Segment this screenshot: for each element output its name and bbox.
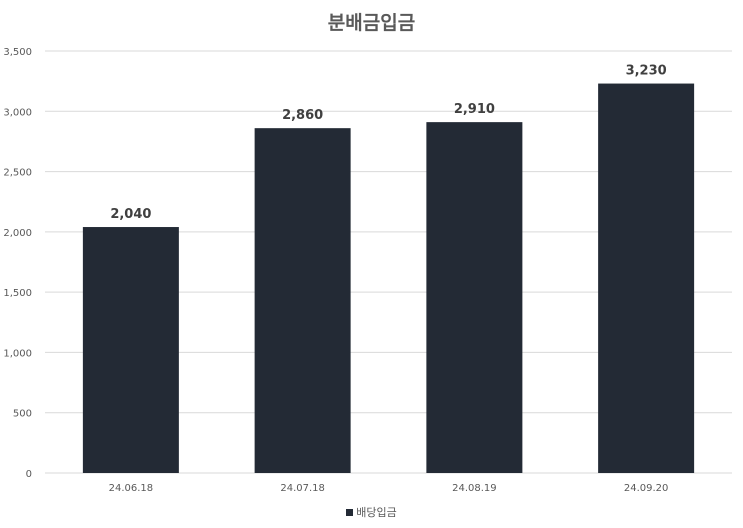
y-tick-label: 2,500	[3, 168, 32, 179]
bar	[82, 227, 179, 473]
y-tick-label: 3,500	[3, 47, 32, 58]
y-tick-label: 1,500	[3, 288, 32, 299]
data-label: 2,910	[454, 102, 495, 117]
x-tick-label: 24.06.18	[109, 483, 154, 494]
bar	[598, 83, 695, 473]
x-tick-label: 24.08.19	[452, 483, 497, 494]
bar	[426, 122, 523, 473]
legend-swatch	[346, 508, 354, 516]
y-tick-label: 0	[26, 469, 32, 480]
legend-label: 배당입금	[356, 506, 397, 519]
y-tick-label: 2,000	[3, 228, 32, 239]
y-tick-label: 1,000	[3, 348, 32, 359]
chart-title: 분배금입금	[327, 12, 416, 34]
y-tick-label: 3,000	[3, 107, 32, 118]
legend: 배당입금	[0, 504, 743, 520]
x-tick-label: 24.07.18	[280, 483, 325, 494]
bar	[254, 128, 351, 473]
data-label: 2,860	[282, 108, 323, 123]
x-tick-label: 24.09.20	[624, 483, 669, 494]
data-label: 2,040	[110, 207, 151, 222]
data-label: 3,230	[626, 64, 667, 79]
y-tick-label: 500	[13, 409, 32, 420]
